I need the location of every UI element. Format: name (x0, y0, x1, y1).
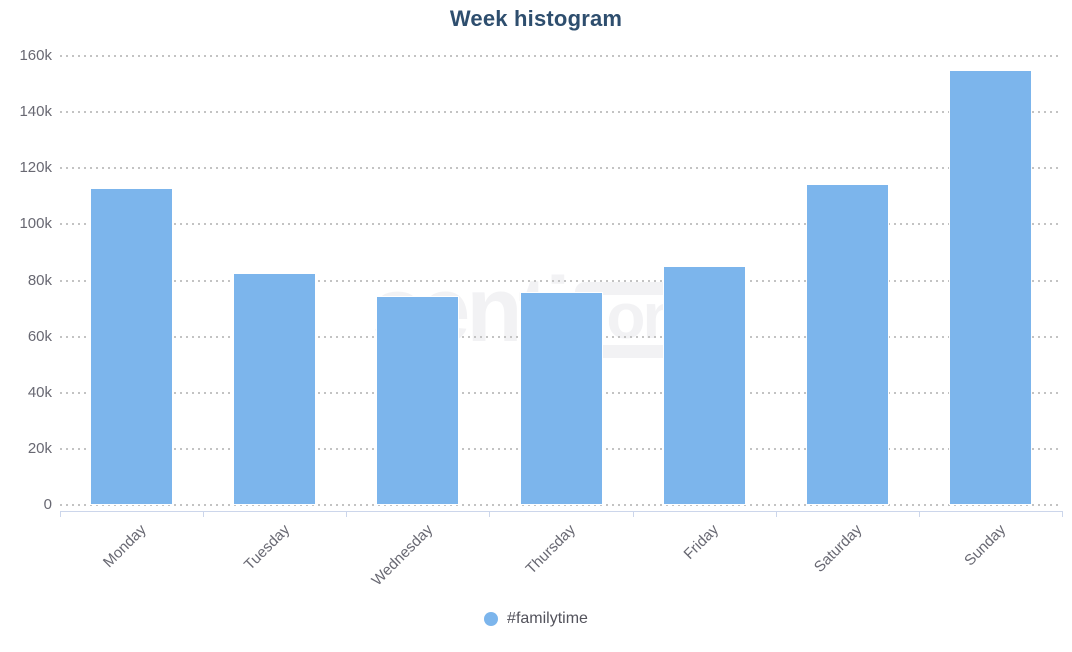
x-axis-tick (60, 511, 61, 517)
x-axis-label-friday: Friday (680, 521, 723, 563)
x-axis-label-wednesday: Wednesday (368, 521, 437, 590)
bar-wednesday[interactable] (376, 295, 460, 505)
gridline-100k (60, 223, 1062, 226)
y-axis-label-140k: 140k (19, 103, 52, 121)
x-axis-line (60, 511, 1063, 512)
bar-saturday[interactable] (805, 183, 889, 505)
x-axis-tick (489, 511, 491, 517)
y-axis-label-40k: 40k (27, 383, 52, 401)
x-axis-tick (918, 511, 920, 517)
y-axis-label-0: 0 (43, 496, 52, 513)
gridline-120k (60, 167, 1062, 170)
x-axis-tick (775, 511, 777, 517)
x-axis-tick (346, 511, 348, 517)
gridline-140k (60, 111, 1062, 114)
series-circle-marker-icon (484, 612, 499, 626)
y-axis-label-20k: 20k (27, 439, 52, 457)
bar-monday[interactable] (90, 187, 174, 505)
y-axis-label-160k: 160k (19, 47, 52, 64)
x-axis-label-saturday: Saturday (811, 521, 866, 576)
legend-series-label: #familytime (507, 610, 588, 627)
legend-item-familytime[interactable]: #familytime (0, 610, 1072, 628)
y-axis-label-120k: 120k (19, 159, 52, 177)
gridline-160k (60, 55, 1062, 57)
bar-tuesday[interactable] (233, 273, 317, 505)
x-axis-label-monday: Monday (100, 521, 150, 572)
y-axis-label-60k: 60k (27, 327, 52, 345)
x-axis-label-tuesday: Tuesday (240, 521, 294, 574)
bar-thursday[interactable] (519, 291, 603, 505)
bar-sunday[interactable] (948, 70, 1032, 505)
x-axis-tick (632, 511, 634, 517)
x-axis-label-sunday: Sunday (960, 521, 1009, 570)
y-axis-label-80k: 80k (27, 271, 52, 289)
gridline-80k (60, 279, 1062, 282)
x-axis-label-thursday: Thursday (523, 521, 580, 578)
chart-title: Week histogram (449, 6, 623, 31)
y-axis-label-100k: 100k (19, 215, 52, 233)
bar-friday[interactable] (662, 266, 746, 505)
x-axis-tick (203, 511, 205, 517)
x-axis-tick (1062, 511, 1063, 517)
gridline-0 (60, 504, 1062, 506)
